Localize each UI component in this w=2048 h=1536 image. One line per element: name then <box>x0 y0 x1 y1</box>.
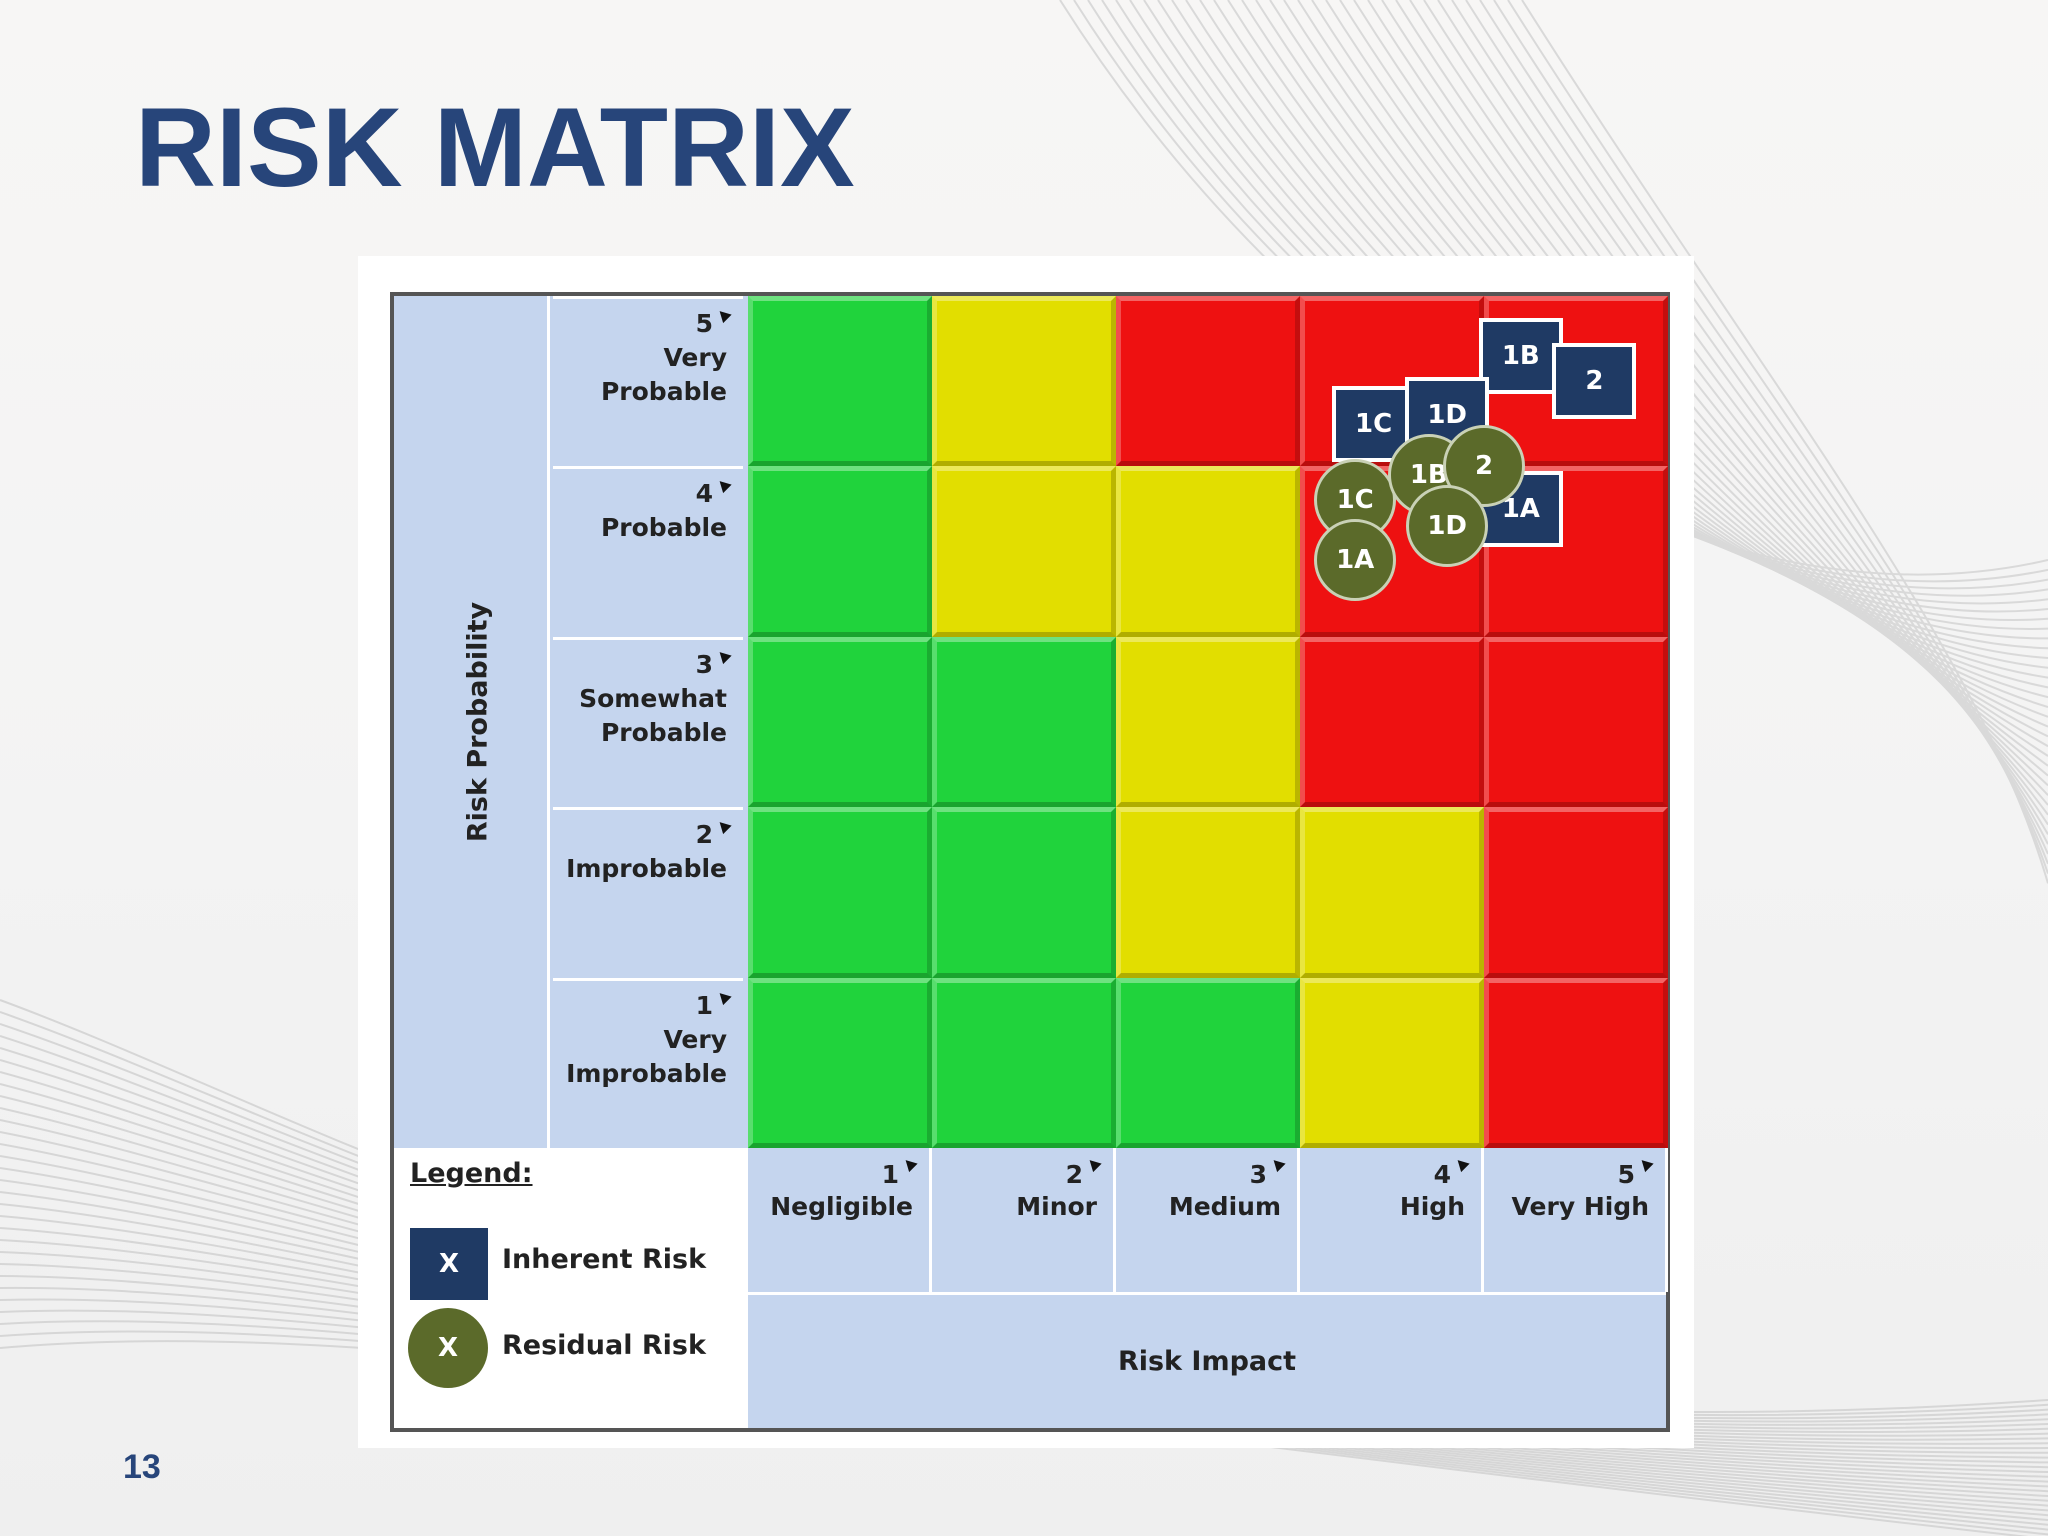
corner-arrow-icon <box>1085 1155 1102 1173</box>
impact-level-number: 4 <box>1433 1160 1451 1189</box>
matrix-cell-p4-i3 <box>1116 466 1300 637</box>
impact-level-name: High <box>1399 1192 1465 1221</box>
corner-arrow-icon <box>715 818 732 835</box>
probability-level-number: 2 <box>695 820 713 850</box>
probability-level-number: 3 <box>695 649 713 679</box>
impact-level-name: Medium <box>1168 1192 1281 1221</box>
inherent-risk-legend-label: Inherent Risk <box>502 1244 707 1275</box>
matrix-cell-p2-i4 <box>1300 807 1484 978</box>
corner-arrow-icon <box>715 647 732 664</box>
residual-risk-marker: 1D <box>1406 485 1489 568</box>
matrix-cell-p1-i4 <box>1300 977 1484 1148</box>
residual-risk-legend-circle: X <box>408 1308 488 1388</box>
probability-level-name: Somewhat Probable <box>579 683 727 747</box>
corner-arrow-icon <box>1453 1155 1470 1173</box>
impact-level-name: Negligible <box>770 1192 913 1221</box>
matrix-cell-p1-i2 <box>932 977 1116 1148</box>
matrix-cell-p4-i1 <box>748 466 932 637</box>
impact-level-number: 1 <box>881 1160 899 1189</box>
impact-level-4: 4 High <box>1300 1148 1484 1292</box>
background-wave-line <box>1521 0 2048 884</box>
legend-title: Legend: <box>410 1158 533 1189</box>
matrix-cell-p5-i2 <box>932 296 1116 467</box>
impact-level-number: 3 <box>1249 1160 1267 1189</box>
matrix-cell-p3-i3 <box>1116 636 1300 808</box>
residual-risk-marker: 1A <box>1314 519 1397 602</box>
probability-level-number: 1 <box>695 990 713 1020</box>
corner-arrow-icon <box>715 988 732 1005</box>
residual-risk-legend-label: Residual Risk <box>502 1330 706 1361</box>
x-axis-title: Risk Impact <box>748 1292 1666 1428</box>
corner-arrow-icon <box>1637 1155 1654 1173</box>
probability-level-1: 1 Very Improbable <box>553 977 743 1148</box>
matrix-cell-p2-i5 <box>1484 807 1668 978</box>
impact-level-5: 5 Very High <box>1484 1148 1668 1292</box>
probability-level-4: 4 Probable <box>553 466 743 637</box>
probability-axis-column <box>394 296 550 1148</box>
impact-level-number: 5 <box>1617 1160 1635 1189</box>
matrix-cell-p4-i2 <box>932 466 1116 637</box>
matrix-cell-p5-i3 <box>1116 296 1300 467</box>
y-axis-title: Risk Probability <box>462 601 494 843</box>
corner-arrow-icon <box>715 306 732 324</box>
impact-level-name: Minor <box>1016 1192 1097 1221</box>
page-number: 13 <box>123 1448 161 1486</box>
probability-level-2: 2 Improbable <box>553 807 743 978</box>
inherent-risk-legend-square: X <box>410 1228 488 1300</box>
probability-level-number: 4 <box>695 479 713 509</box>
matrix-cell-p1-i3 <box>1116 977 1300 1148</box>
matrix-cell-p3-i1 <box>748 636 932 808</box>
matrix-cell-p3-i2 <box>932 636 1116 808</box>
impact-level-name: Very High <box>1511 1192 1649 1221</box>
inherent-risk-marker: 2 <box>1552 343 1637 420</box>
matrix-cell-p5-i1 <box>748 296 932 467</box>
corner-arrow-icon <box>1269 1155 1286 1173</box>
matrix-cell-p3-i5 <box>1484 636 1668 808</box>
impact-level-number: 2 <box>1065 1160 1083 1189</box>
probability-level-name: Very Probable <box>600 343 727 406</box>
corner-arrow-icon <box>715 477 732 494</box>
probability-level-number: 5 <box>695 309 713 338</box>
matrix-cell-p2-i3 <box>1116 807 1300 978</box>
probability-level-3: 3 Somewhat Probable <box>553 636 743 808</box>
slide-title: RISK MATRIX <box>135 85 855 210</box>
probability-level-5: 5 Very Probable <box>553 296 743 467</box>
impact-level-2: 2 Minor <box>932 1148 1116 1292</box>
matrix-cell-p2-i1 <box>748 807 932 978</box>
impact-level-1: 1 Negligible <box>748 1148 932 1292</box>
matrix-cell-p1-i5 <box>1484 977 1668 1148</box>
impact-level-3: 3 Medium <box>1116 1148 1300 1292</box>
probability-level-name: Improbable <box>566 854 727 884</box>
matrix-cell-p3-i4 <box>1300 636 1484 808</box>
matrix-cell-p1-i1 <box>748 977 932 1148</box>
probability-level-name: Probable <box>600 513 727 543</box>
probability-level-name: Very Improbable <box>566 1024 727 1088</box>
matrix-cell-p2-i2 <box>932 807 1116 978</box>
inherent-risk-marker: 1B <box>1478 317 1563 394</box>
corner-arrow-icon <box>901 1155 918 1173</box>
legend: Legend: X Inherent Risk X Residual Risk <box>394 1148 748 1428</box>
